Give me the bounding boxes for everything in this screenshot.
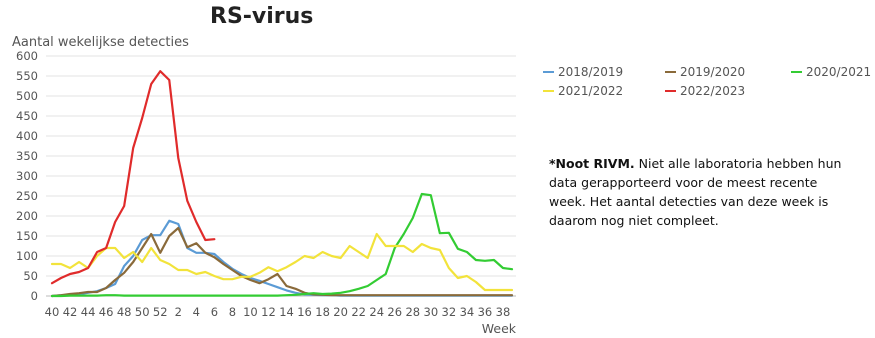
x-tick-label: 52 [153,305,168,319]
series-line-2020-2021 [50,192,514,298]
y-tick-label: 50 [23,269,38,283]
x-tick-label: 18 [315,305,330,319]
legend-swatch [791,70,802,73]
x-tick-label: 48 [117,305,132,319]
x-tick-label: 26 [387,305,402,319]
legend-swatch [543,89,554,92]
series-line-2021-2022 [50,232,514,292]
y-tick-label: 400 [16,129,38,143]
x-tick-label: 30 [424,305,439,319]
x-tick-label: 4 [193,305,200,319]
x-tick-label: 28 [405,305,420,319]
y-tick-label: 500 [16,89,38,103]
y-tick-label: 350 [16,149,38,163]
legend-label: 2021/2022 [558,84,624,98]
y-tick-label: 600 [16,49,38,63]
legend-item-2019-2020: 2019/2020 [665,65,745,79]
legend-item-2018-2019: 2018/2019 [543,65,623,79]
legend-label: 2020/2021 [806,65,872,79]
x-tick-label: 6 [211,305,218,319]
legend-label: 2022/2023 [680,84,746,98]
legend-swatch [543,70,554,73]
y-tick-label: 0 [31,289,38,303]
y-tick-label: 150 [16,229,38,243]
series-line-2019-2020 [50,226,514,298]
x-tick-label: 20 [333,305,348,319]
x-tick-label: 50 [135,305,150,319]
x-tick-label: 40 [45,305,60,319]
x-tick-label: 14 [279,305,294,319]
x-axis-label: Week [482,321,517,336]
x-tick-label: 42 [63,305,78,319]
note-bold-prefix: *Noot RIVM. [549,156,635,171]
legend-label: 2019/2020 [680,65,746,79]
y-tick-label: 200 [16,209,38,223]
y-tick-label: 300 [16,169,38,183]
legend-item-2022-2023: 2022/2023 [665,84,745,98]
series-line-2022-2023 [50,70,216,285]
x-tick-label: 22 [351,305,366,319]
x-tick-label: 24 [369,305,384,319]
y-tick-label: 250 [16,189,38,203]
legend-item-2020-2021: 2020/2021 [791,65,871,79]
x-tick-label: 34 [460,305,475,319]
legend-swatch [665,89,676,92]
note-body: Niet alle laboratoria hebben hun data ge… [549,156,842,228]
chart-title: RS-virus [210,4,314,29]
x-tick-label: 46 [99,305,114,319]
x-tick-label: 16 [297,305,312,319]
legend-swatch [665,70,676,73]
x-tick-label: 32 [442,305,457,319]
x-tick-label: 12 [261,305,276,319]
y-tick-label: 100 [16,249,38,263]
rivm-note: *Noot RIVM. Niet alle laboratoria hebben… [549,154,849,230]
y-tick-label: 450 [16,109,38,123]
x-tick-label: 10 [243,305,258,319]
legend-label: 2018/2019 [558,65,624,79]
legend-item-2021-2022: 2021/2022 [543,84,623,98]
x-tick-label: 8 [229,305,236,319]
y-tick-label: 550 [16,69,38,83]
x-tick-label: 36 [478,305,493,319]
x-tick-label: 44 [81,305,96,319]
y-axis-label: Aantal wekelijkse detecties [12,35,189,50]
x-tick-label: 38 [496,305,511,319]
x-tick-label: 2 [175,305,182,319]
